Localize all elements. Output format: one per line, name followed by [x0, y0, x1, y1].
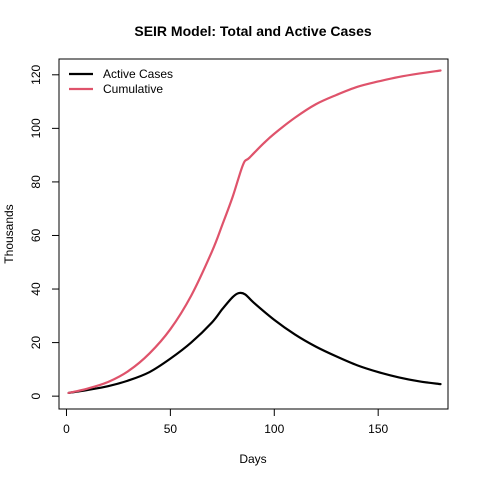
y-axis-label: Thousands — [2, 204, 16, 263]
series-layer — [67, 69, 442, 395]
x-tick-label: 50 — [164, 422, 178, 436]
series-line-cumulative — [67, 69, 442, 395]
x-axis-label: Days — [239, 452, 266, 466]
y-tick-label: 120 — [29, 64, 43, 84]
x-tick-label: 100 — [264, 422, 284, 436]
y-tick-label: 0 — [29, 392, 43, 399]
y-tick-label: 20 — [29, 336, 43, 350]
series-line-active-cases — [67, 291, 442, 395]
x-axis: 0 50 100 150 — [63, 408, 389, 436]
chart-title: SEIR Model: Total and Active Cases — [134, 23, 371, 39]
plot-area-border — [58, 58, 449, 410]
y-tick-label: 100 — [29, 118, 43, 138]
y-tick-label: 40 — [29, 282, 43, 296]
x-tick-label: 150 — [368, 422, 388, 436]
x-tick-label: 0 — [63, 422, 70, 436]
legend-label-cumulative: Cumulative — [103, 82, 163, 96]
y-tick-label: 80 — [29, 175, 43, 189]
legend-label-active-cases: Active Cases — [103, 67, 173, 81]
y-tick-label: 60 — [29, 228, 43, 242]
y-axis: 0 20 40 60 80 100 120 — [29, 64, 60, 399]
